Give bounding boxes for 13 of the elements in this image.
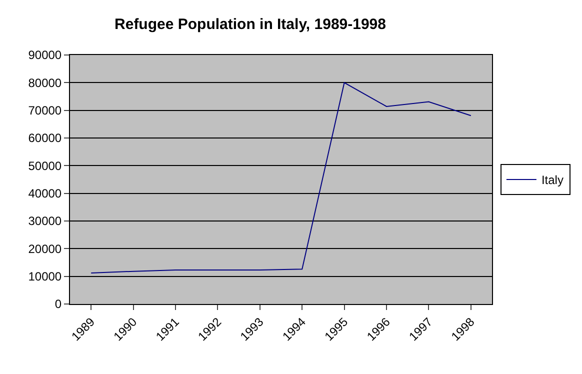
y-tick-label: 70000 <box>28 104 62 118</box>
chart-title: Refugee Population in Italy, 1989-1998 <box>114 16 386 34</box>
y-tick-label: 10000 <box>28 270 62 284</box>
y-tick-label: 60000 <box>28 131 62 146</box>
y-tick-label: 30000 <box>28 214 62 228</box>
y-tick-label: 20000 <box>28 242 62 256</box>
y-tick-label: 50000 <box>28 158 62 173</box>
y-tick-label: 40000 <box>28 186 62 201</box>
y-tick-label: 90000 <box>28 48 62 62</box>
y-tick-label: 80000 <box>28 76 62 90</box>
y-tick-label: 0 <box>54 297 62 312</box>
legend-label: Italy <box>541 173 564 188</box>
line-series <box>90 82 472 274</box>
